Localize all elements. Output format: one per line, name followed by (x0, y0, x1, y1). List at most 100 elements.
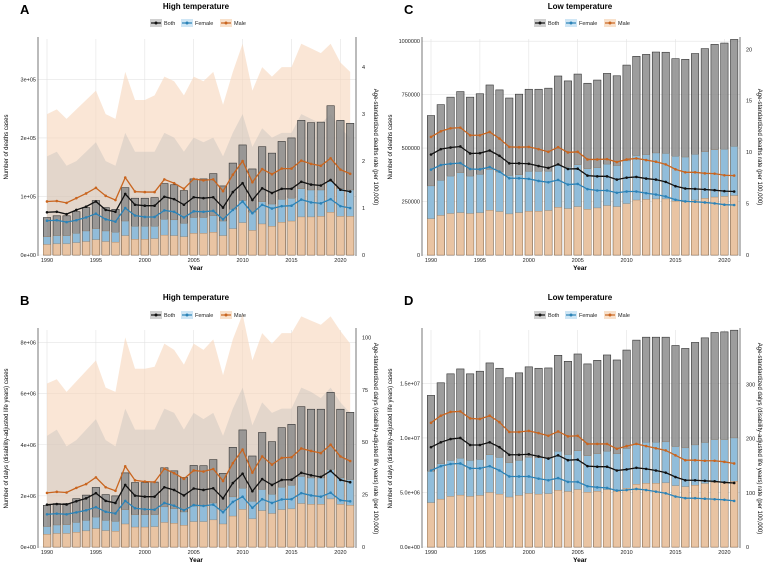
point-male-1995 (478, 133, 482, 137)
point-female-2018 (703, 497, 707, 501)
bar-male-2000 (140, 526, 149, 548)
point-both-2001 (153, 495, 156, 498)
point-both-2008 (221, 206, 225, 209)
point-male-2005 (192, 177, 195, 181)
point-male-2004 (566, 151, 570, 154)
legend-label-female: Female (195, 21, 213, 27)
point-male-2005 (576, 434, 579, 438)
point-female-1992 (65, 220, 68, 224)
point-female-2015 (290, 204, 293, 207)
x-tick-label: 2015 (669, 258, 681, 264)
bar-male-1992 (446, 496, 455, 548)
bar-male-1999 (515, 212, 523, 256)
bar-male-2008 (603, 489, 611, 548)
point-both-2009 (231, 190, 235, 194)
point-both-2020 (339, 188, 342, 192)
bar-male-1999 (131, 239, 139, 256)
bar-male-2006 (583, 492, 592, 548)
point-both-2006 (202, 196, 205, 200)
bar-male-2017 (691, 199, 699, 256)
point-female-2007 (595, 486, 599, 489)
point-both-1995 (478, 151, 482, 155)
point-female-2017 (693, 200, 697, 204)
bar-male-2000 (140, 239, 149, 256)
x-tick-label: 1995 (90, 550, 102, 556)
bar-male-1990 (43, 244, 51, 256)
point-both-2020 (723, 189, 726, 193)
point-female-2005 (576, 182, 579, 186)
bar-male-1999 (131, 526, 139, 548)
point-male-2018 (319, 164, 323, 168)
point-female-2012 (644, 488, 648, 492)
point-both-2012 (260, 187, 264, 190)
point-female-1992 (449, 462, 452, 466)
bar-male-2010 (622, 488, 631, 548)
bar-male-2002 (160, 234, 169, 256)
point-female-1997 (114, 220, 117, 223)
point-both-2008 (221, 497, 225, 500)
point-male-2003 (172, 471, 176, 475)
line-both (430, 437, 735, 484)
point-male-2016 (299, 447, 303, 450)
point-female-2019 (713, 497, 716, 501)
point-both-1991 (55, 210, 59, 214)
bar-male-2007 (593, 207, 602, 256)
point-both-2016 (299, 471, 303, 475)
point-both-2017 (309, 473, 313, 477)
point-male-2013 (654, 446, 658, 450)
point-male-2019 (713, 459, 716, 463)
point-both-1996 (488, 440, 491, 444)
point-female-2010 (625, 488, 628, 492)
point-male-2016 (299, 159, 303, 162)
y-right-tick-label: 4 (362, 65, 365, 71)
bar-male-2021 (730, 195, 739, 256)
point-both-2000 (143, 495, 147, 498)
y-right-tick-label: 5 (746, 202, 749, 208)
bar-male-2020 (720, 196, 729, 256)
point-female-1999 (517, 475, 521, 478)
legend-dot-female (185, 21, 189, 25)
bar-male-2014 (661, 482, 670, 548)
point-both-2005 (192, 487, 195, 490)
point-female-2011 (251, 211, 254, 215)
bar-male-1997 (111, 531, 120, 548)
bar-male-1995 (92, 239, 100, 256)
x-tick-label: 2005 (572, 550, 584, 556)
point-male-2018 (319, 451, 323, 455)
bar-male-2008 (603, 205, 611, 256)
point-both-1991 (55, 502, 59, 506)
point-both-2003 (172, 488, 176, 492)
point-both-2011 (251, 489, 254, 493)
point-both-1998 (507, 453, 511, 457)
point-both-2016 (683, 187, 687, 190)
bar-male-2018 (316, 504, 325, 548)
bar-male-2007 (593, 491, 602, 548)
point-male-2015 (290, 455, 293, 459)
bar-male-2013 (652, 198, 660, 256)
y-left-tick-label: 4e+06 (21, 443, 36, 449)
bar-male-2002 (160, 522, 169, 548)
y-left-tick-label: 6e+06 (21, 392, 36, 398)
bar-male-1993 (72, 242, 81, 256)
line-both (46, 179, 351, 215)
point-female-2010 (241, 200, 244, 203)
y-left-tick-label: 8e+06 (21, 341, 36, 347)
x-tick-label: 2005 (188, 258, 200, 264)
bar-male-2011 (248, 230, 257, 256)
chart-title: High temperature (163, 293, 230, 302)
bar-male-2013 (268, 513, 276, 548)
point-male-1997 (498, 137, 501, 140)
x-tick-label: 2020 (334, 550, 346, 556)
legend-label-female: Female (195, 313, 213, 319)
point-male-2002 (547, 434, 550, 438)
point-both-1990 (429, 153, 433, 156)
legend-dot-male (608, 21, 612, 25)
bar-male-1991 (52, 533, 61, 548)
bar-male-2009 (228, 515, 237, 548)
point-male-2009 (231, 461, 235, 465)
point-male-1995 (94, 186, 98, 190)
point-female-2015 (674, 495, 677, 498)
point-female-2003 (172, 504, 176, 507)
legend-label-female: Female (579, 313, 597, 319)
point-female-2011 (251, 506, 254, 510)
